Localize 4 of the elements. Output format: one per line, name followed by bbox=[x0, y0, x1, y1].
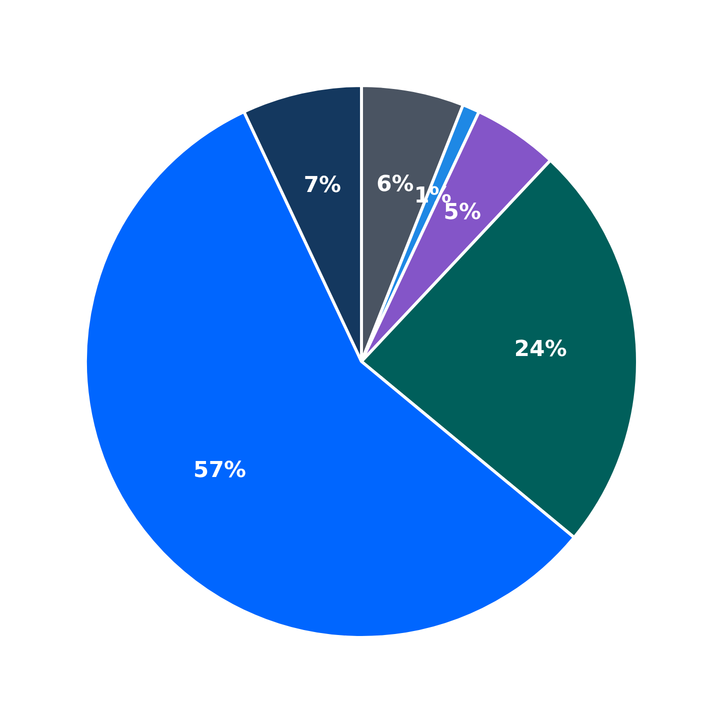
data-label: 7% bbox=[304, 173, 342, 198]
data-label: 24% bbox=[514, 336, 567, 362]
data-label: 6% bbox=[376, 172, 414, 197]
data-label: 57% bbox=[193, 458, 246, 484]
